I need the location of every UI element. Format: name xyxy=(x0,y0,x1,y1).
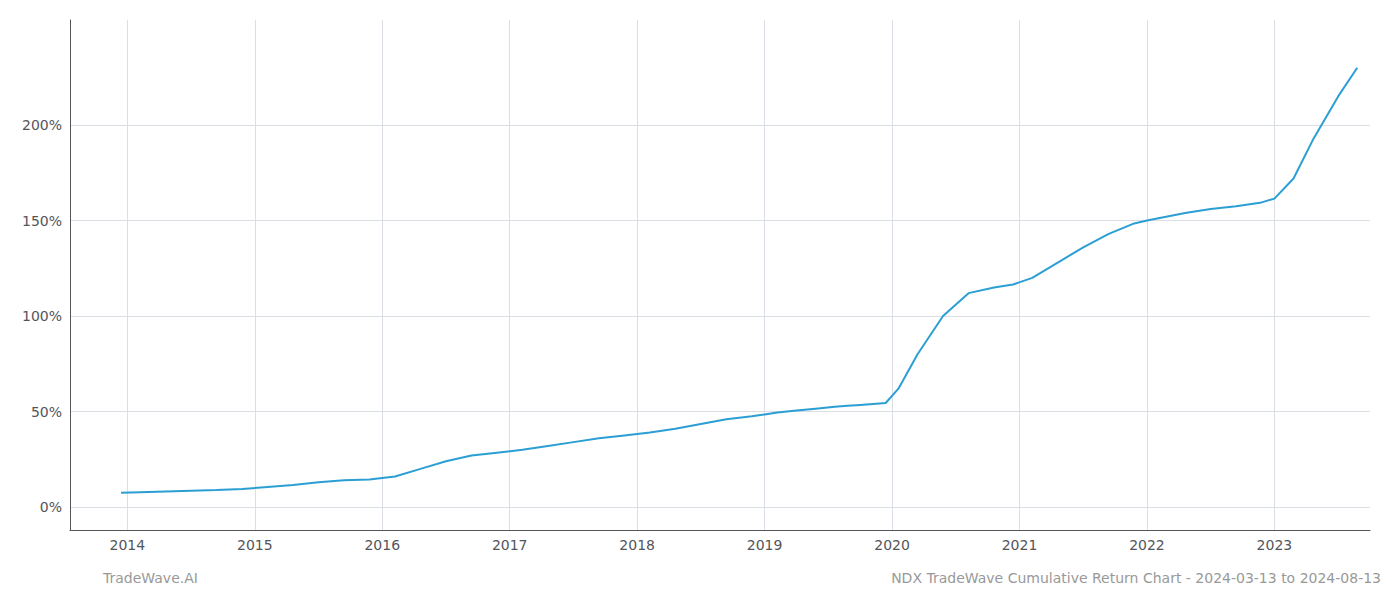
svg-text:2017: 2017 xyxy=(492,537,528,553)
svg-text:2023: 2023 xyxy=(1257,537,1293,553)
svg-text:2014: 2014 xyxy=(110,537,146,553)
svg-text:2022: 2022 xyxy=(1129,537,1165,553)
svg-text:NDX TradeWave Cumulative Retur: NDX TradeWave Cumulative Return Chart - … xyxy=(891,570,1381,586)
svg-text:TradeWave.AI: TradeWave.AI xyxy=(102,570,198,586)
svg-text:2021: 2021 xyxy=(1002,537,1038,553)
svg-text:150%: 150% xyxy=(22,213,62,229)
svg-text:0%: 0% xyxy=(40,499,62,515)
svg-text:2020: 2020 xyxy=(874,537,910,553)
svg-text:50%: 50% xyxy=(31,404,62,420)
svg-text:200%: 200% xyxy=(22,117,62,133)
svg-text:2018: 2018 xyxy=(619,537,655,553)
svg-text:2019: 2019 xyxy=(747,537,783,553)
svg-text:2016: 2016 xyxy=(364,537,400,553)
svg-text:100%: 100% xyxy=(22,308,62,324)
svg-text:2015: 2015 xyxy=(237,537,273,553)
